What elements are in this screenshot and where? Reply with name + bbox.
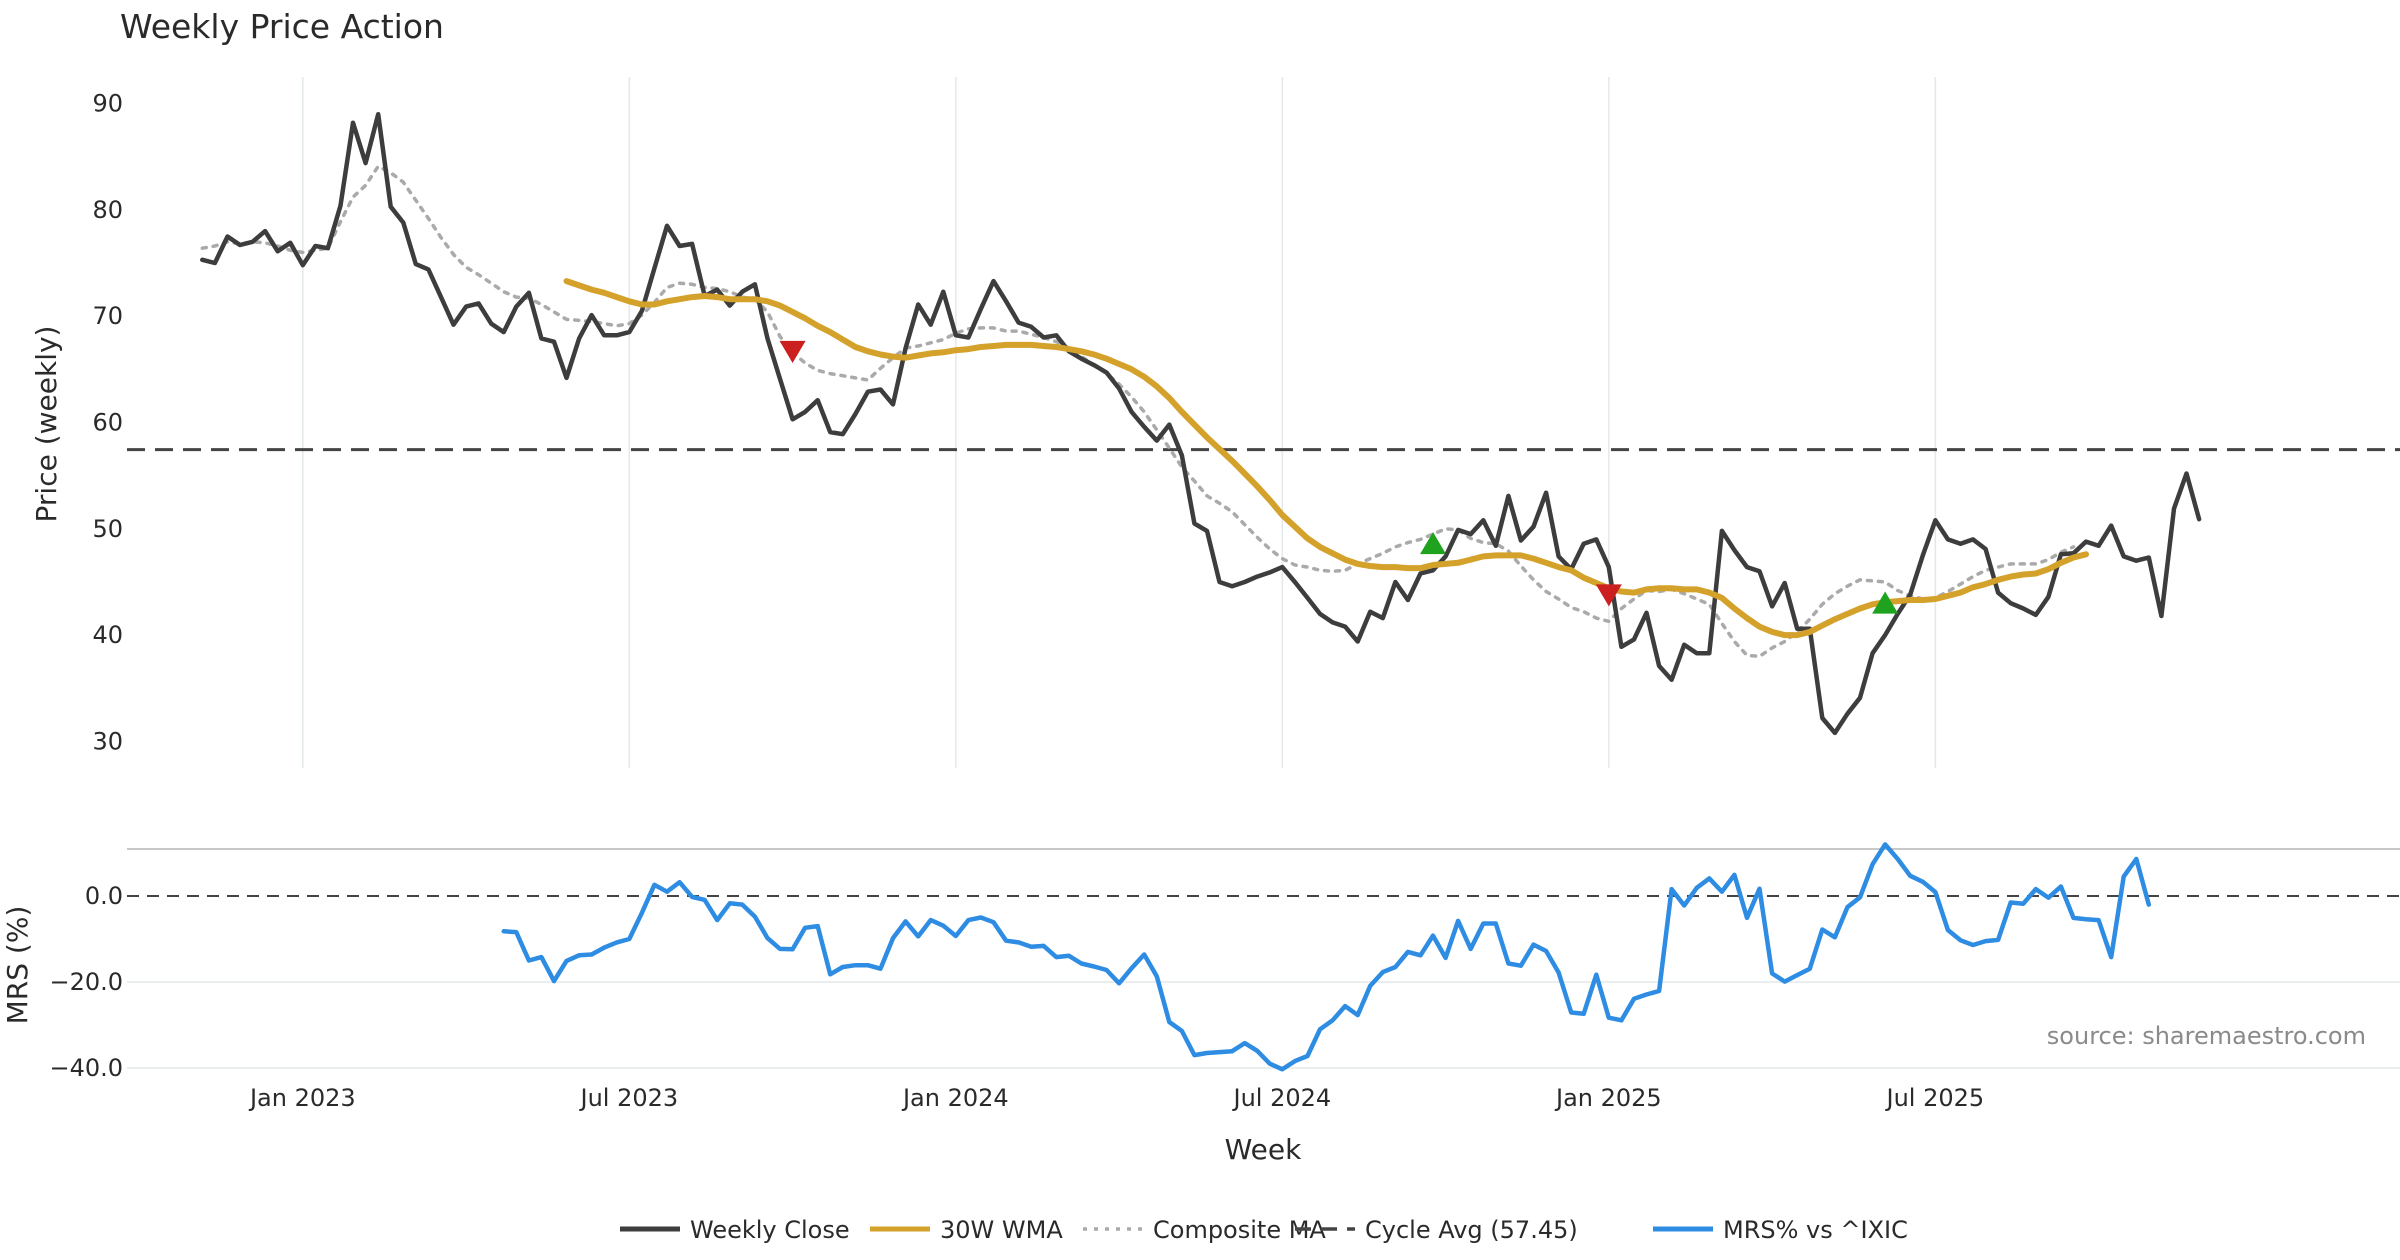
mrs-y-label: MRS (%) bbox=[1, 906, 34, 1025]
signal-markers bbox=[779, 340, 1899, 614]
chart-title: Weekly Price Action bbox=[120, 7, 444, 46]
price-y-tick: 30 bbox=[92, 727, 123, 755]
x-tick-label: Jul 2025 bbox=[1885, 1084, 1985, 1112]
price-y-ticks: 30 40 50 60 70 80 90 bbox=[92, 90, 123, 756]
price-grid bbox=[302, 77, 1937, 768]
price-y-tick: 50 bbox=[92, 515, 123, 543]
price-y-label: Price (weekly) bbox=[30, 326, 63, 523]
legend-label-close: Weekly Close bbox=[690, 1216, 850, 1244]
x-tick-label: Jan 2024 bbox=[901, 1084, 1009, 1112]
price-y-tick: 70 bbox=[92, 302, 123, 330]
price-y-tick: 80 bbox=[92, 196, 123, 224]
sell-signal-marker bbox=[1595, 584, 1622, 607]
legend-label-wma: 30W WMA bbox=[940, 1216, 1063, 1244]
mrs-y-tick: 0.0 bbox=[85, 882, 123, 910]
x-ticks: Jan 2023 Jul 2023 Jan 2024 Jul 2024 Jan 2025… bbox=[248, 1084, 1984, 1112]
legend: Weekly Close 30W WMA Composite MA Cycle Avg… bbox=[620, 1216, 1908, 1244]
x-tick-label: Jul 2024 bbox=[1232, 1084, 1332, 1112]
price-series bbox=[200, 111, 2202, 736]
legend-label-cycle: Cycle Avg (57.45) bbox=[1365, 1216, 1578, 1244]
price-y-tick: 60 bbox=[92, 409, 123, 437]
x-tick-label: Jan 2025 bbox=[1554, 1084, 1662, 1112]
mrs-y-tick: −40.0 bbox=[49, 1054, 123, 1082]
price-y-tick: 40 bbox=[92, 621, 123, 649]
wma-30w-line bbox=[563, 278, 2089, 639]
weekly-close-line bbox=[200, 111, 2202, 736]
x-tick-label: Jan 2023 bbox=[248, 1084, 356, 1112]
mrs-y-tick: −20.0 bbox=[49, 968, 123, 996]
buy-signal-marker bbox=[1872, 591, 1899, 614]
mrs-series bbox=[501, 842, 2152, 1072]
x-tick-label: Jul 2023 bbox=[578, 1084, 678, 1112]
mrs-grid bbox=[127, 981, 2400, 1069]
price-y-tick: 90 bbox=[92, 90, 123, 118]
mrs-y-ticks: 0.0 −20.0 −40.0 bbox=[49, 882, 123, 1082]
buy-signal-marker bbox=[1420, 531, 1447, 555]
mrs-line bbox=[501, 842, 2152, 1072]
sell-signal-marker bbox=[779, 340, 806, 363]
source-credit: source: sharemaestro.com bbox=[2047, 1022, 2366, 1050]
composite-ma-line bbox=[200, 164, 2076, 659]
legend-label-mrs: MRS% vs ^IXIC bbox=[1723, 1216, 1908, 1244]
x-axis-label: Week bbox=[1225, 1133, 1302, 1166]
